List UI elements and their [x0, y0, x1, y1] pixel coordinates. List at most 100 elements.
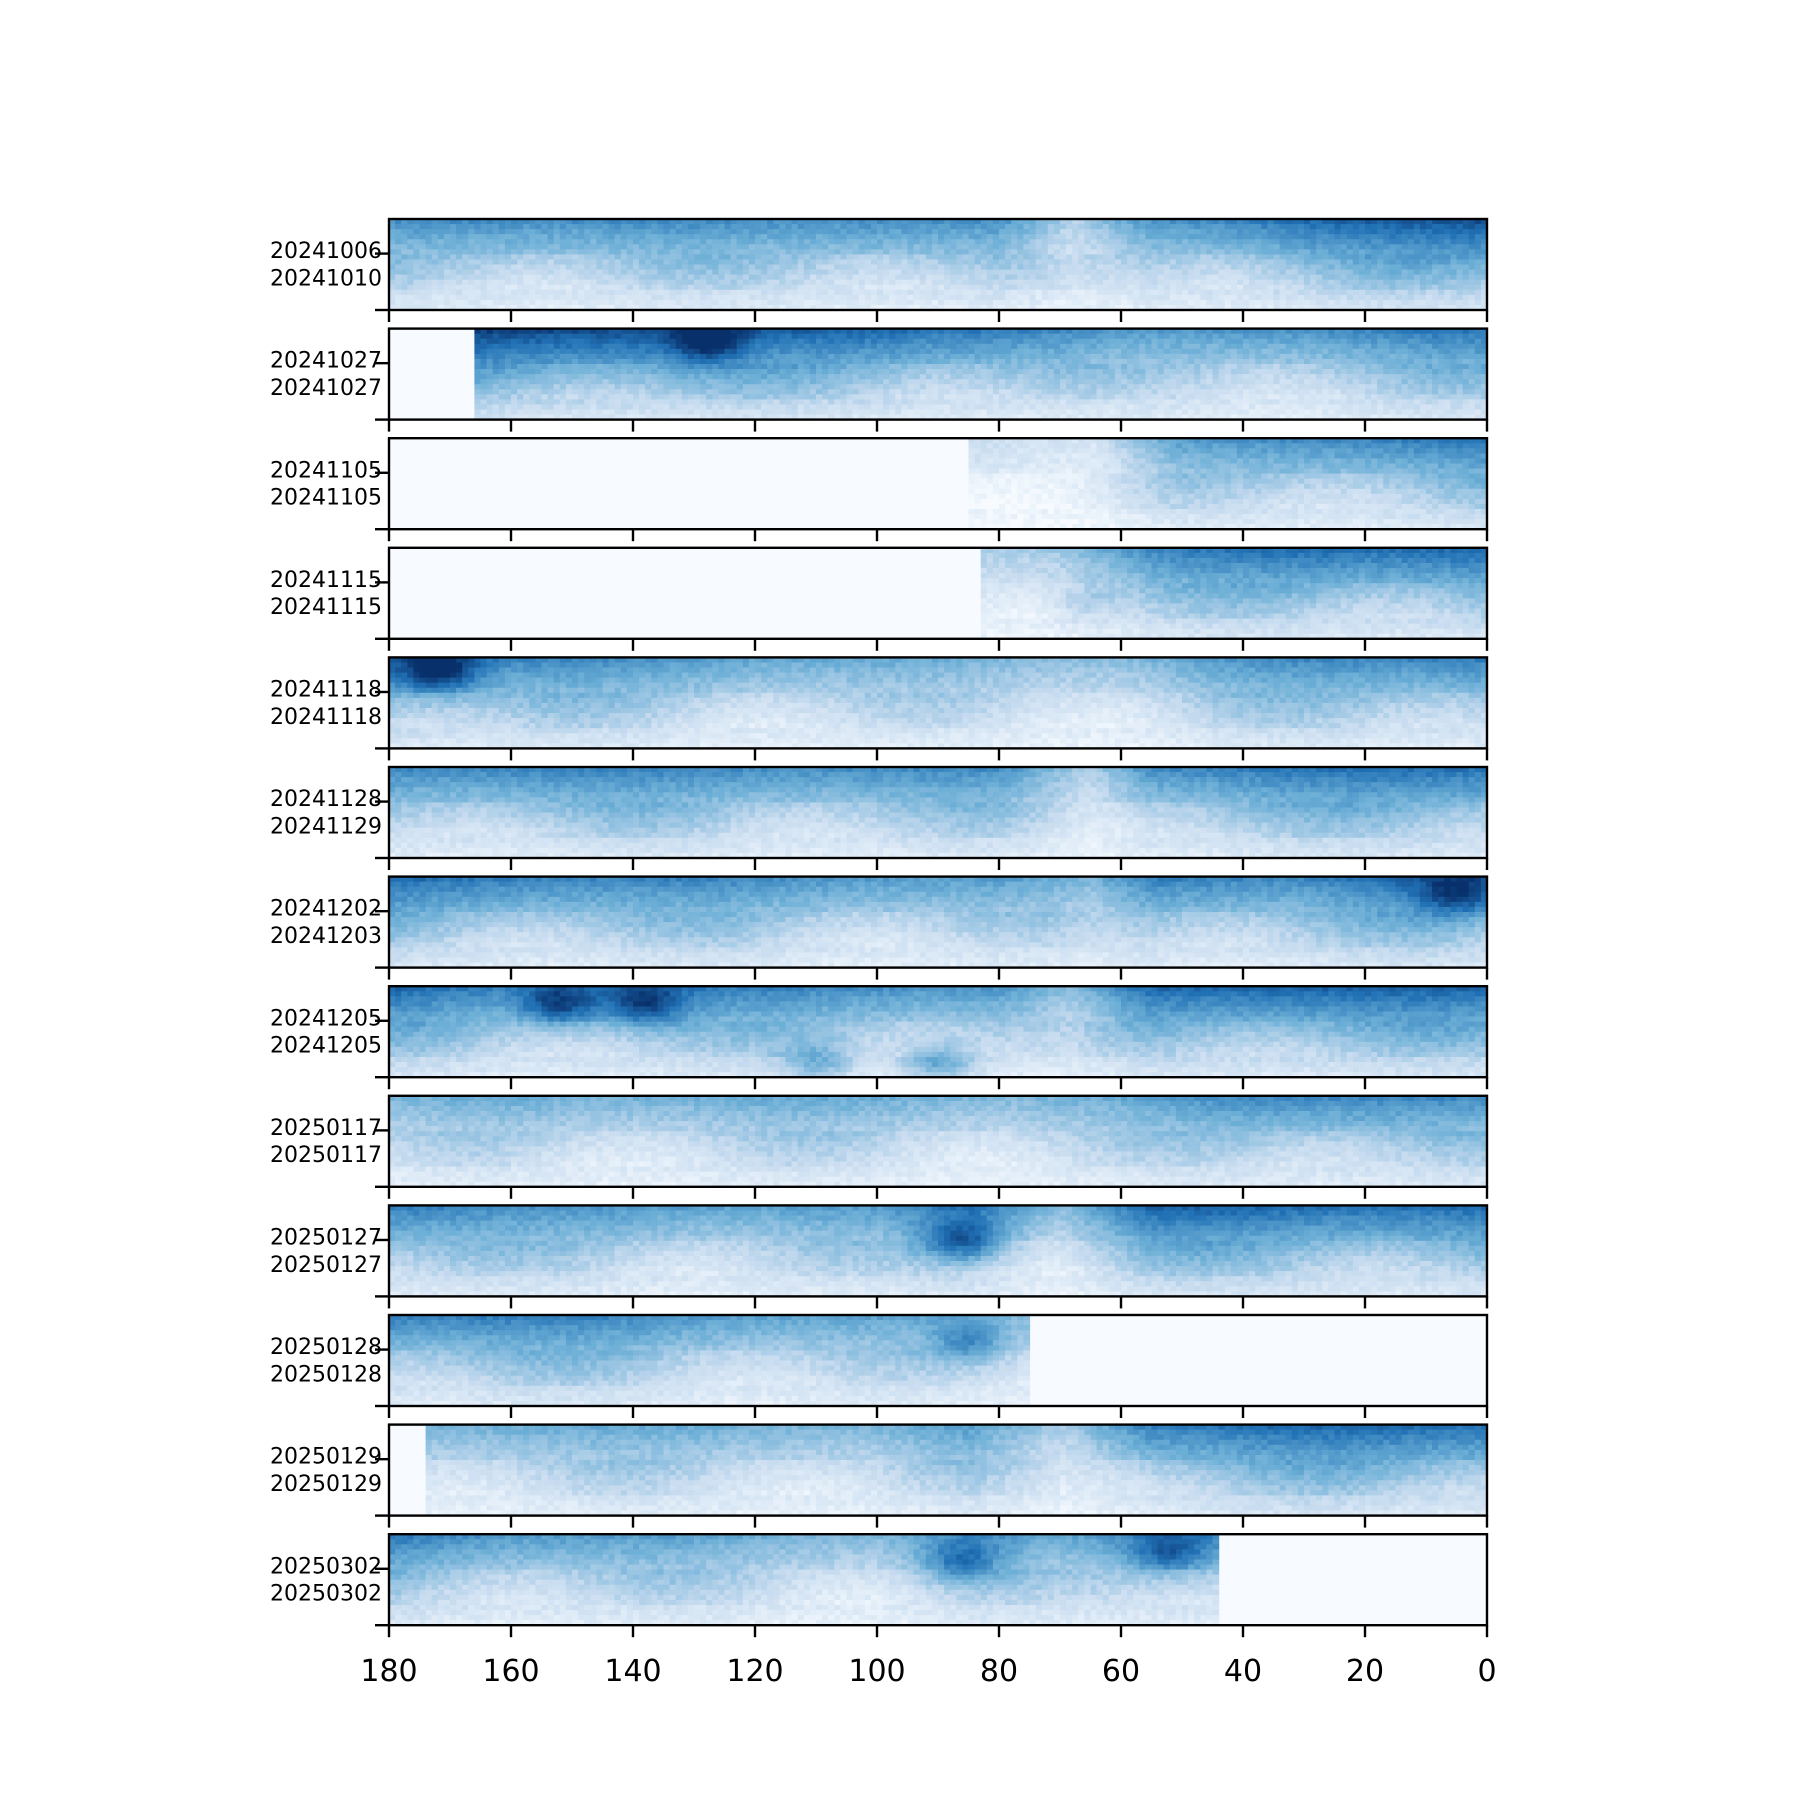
heatmap-cell	[1072, 270, 1079, 276]
heatmap-cell	[1182, 234, 1189, 240]
heatmap-cell	[487, 379, 494, 385]
heatmap-cell	[1359, 300, 1366, 306]
heatmap-cell	[975, 290, 982, 296]
heatmap-cell	[401, 229, 408, 235]
heatmap-cell	[883, 249, 890, 255]
heatmap-cell	[865, 234, 872, 240]
heatmap-cell	[914, 244, 921, 250]
heatmap-cell	[426, 229, 433, 235]
heatmap-cell	[682, 295, 689, 301]
heatmap-cell	[822, 404, 829, 410]
heatmap-cell	[993, 275, 1000, 281]
heatmap-cell	[828, 404, 835, 410]
heatmap-cell	[834, 404, 841, 410]
heatmap-cell	[505, 234, 512, 240]
heatmap-cell	[749, 270, 756, 276]
heatmap-cell	[883, 270, 890, 276]
heatmap-cell	[639, 275, 646, 281]
heatmap-cell	[1097, 300, 1104, 306]
heatmap-cell	[444, 300, 451, 306]
heatmap-cell	[1225, 280, 1232, 286]
heatmap-cell	[981, 259, 988, 265]
heatmap-cell	[572, 354, 579, 360]
heatmap-cell	[1274, 280, 1281, 286]
heatmap-cell	[584, 265, 591, 271]
heatmap-cell	[566, 354, 573, 360]
heatmap-cell	[1030, 300, 1037, 306]
heatmap-cell	[877, 229, 884, 235]
heatmap-cell	[1121, 224, 1128, 230]
heatmap-cell	[645, 404, 652, 410]
heatmap-cell	[426, 275, 433, 281]
heatmap-cell	[1164, 300, 1171, 306]
heatmap-cell	[609, 239, 616, 245]
heatmap-cell	[938, 239, 945, 245]
heatmap-cell	[981, 239, 988, 245]
heatmap-cell	[529, 374, 536, 380]
heatmap-cell	[1145, 244, 1152, 250]
heatmap-cell	[566, 379, 573, 385]
heatmap-cell	[889, 285, 896, 291]
heatmap-cell	[615, 259, 622, 265]
heatmap-cell	[511, 364, 518, 370]
heatmap-cell	[853, 364, 860, 370]
heatmap-cell	[639, 374, 646, 380]
heatmap-cell	[1450, 234, 1457, 240]
heatmap-cell	[645, 295, 652, 301]
heatmap-cell	[1322, 280, 1329, 286]
heatmap-cell	[944, 234, 951, 240]
heatmap-cell	[718, 239, 725, 245]
heatmap-cell	[1335, 295, 1342, 301]
heatmap-cell	[1316, 239, 1323, 245]
heatmap-cell	[1054, 229, 1061, 235]
heatmap-cell	[1249, 254, 1256, 260]
heatmap-cell	[804, 359, 811, 365]
heatmap-cell	[847, 270, 854, 276]
heatmap-cell	[615, 300, 622, 306]
heatmap-cell	[1194, 244, 1201, 250]
heatmap-cell	[1133, 265, 1140, 271]
heatmap-cell	[1292, 229, 1299, 235]
heatmap-cell	[645, 254, 652, 260]
heatmap-cell	[682, 254, 689, 260]
heatmap-cell	[865, 364, 872, 370]
heatmap-cell	[584, 295, 591, 301]
heatmap-cell	[517, 404, 524, 410]
heatmap-cell	[712, 244, 719, 250]
heatmap-cell	[1304, 234, 1311, 240]
heatmap-cell	[474, 285, 481, 291]
heatmap-cell	[1304, 224, 1311, 230]
heatmap-cell	[1249, 259, 1256, 265]
heatmap-cell	[615, 239, 622, 245]
heatmap-cell	[1408, 229, 1415, 235]
heatmap-cell	[694, 239, 701, 245]
heatmap-cell	[432, 259, 439, 265]
heatmap-cell	[773, 254, 780, 260]
heatmap-cell	[1152, 229, 1159, 235]
heatmap-cell	[499, 399, 506, 405]
heatmap-cell	[456, 280, 463, 286]
heatmap-cell	[1335, 275, 1342, 281]
heatmap-cell	[792, 234, 799, 240]
heatmap-cell	[1255, 300, 1262, 306]
heatmap-cell	[1017, 229, 1024, 235]
heatmap-cell	[908, 275, 915, 281]
heatmap-cell	[725, 259, 732, 265]
heatmap-cell	[548, 259, 555, 265]
heatmap-cell	[944, 280, 951, 286]
heatmap-cell	[554, 359, 561, 365]
heatmap-cell	[938, 254, 945, 260]
heatmap-cell	[596, 339, 603, 345]
heatmap-cell	[645, 300, 652, 306]
heatmap-cell	[1194, 280, 1201, 286]
heatmap-cell	[749, 275, 756, 281]
heatmap-cell	[914, 239, 921, 245]
heatmap-cell	[676, 389, 683, 395]
heatmap-cell	[1133, 280, 1140, 286]
heatmap-cell	[1127, 234, 1134, 240]
heatmap-cell	[761, 364, 768, 370]
heatmap-cell	[517, 224, 524, 230]
heatmap-cell	[908, 290, 915, 296]
heatmap-cell	[920, 285, 927, 291]
heatmap-cell	[834, 379, 841, 385]
